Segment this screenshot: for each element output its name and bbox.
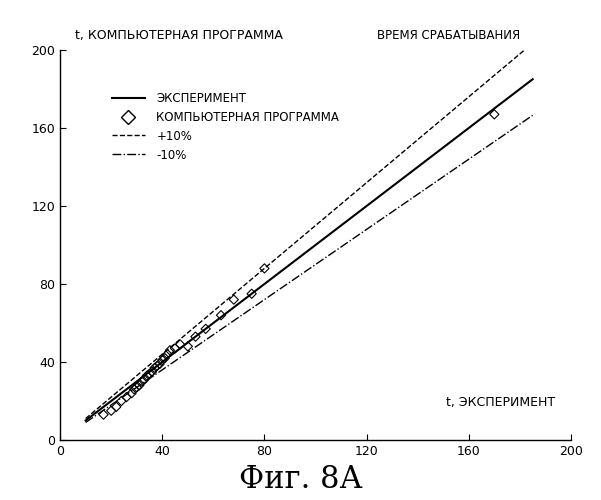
Point [132,384,142,392]
Point [201,325,210,333]
Point [160,354,169,362]
Point [145,370,154,378]
Text: ВРЕМЯ СРАБАТЫВАНИЯ: ВРЕМЯ СРАБАТЫВАНИЯ [377,29,520,42]
Point [112,403,121,411]
Point [191,332,200,340]
Point [99,410,108,418]
Point [247,290,257,298]
Point [117,397,126,405]
Text: t, КОМПЬЮТЕРНАЯ ПРОГРАММА: t, КОМПЬЮТЕРНАЯ ПРОГРАММА [76,29,283,42]
Point [216,311,226,319]
Point [139,376,149,384]
Point [162,350,172,358]
Point [175,340,185,348]
Point [155,360,165,368]
Point [183,342,192,350]
Legend: ЭКСПЕРИМЕНТ, КОМПЬЮТЕРНАЯ ПРОГРАММА, +10%, -10%: ЭКСПЕРИМЕНТ, КОМПЬЮТЕРНАЯ ПРОГРАММА, +10… [107,87,344,166]
Point [137,378,147,386]
Point [127,389,136,397]
Point [147,368,157,376]
Point [121,393,131,401]
Point [142,372,151,380]
Point [260,264,269,272]
Point [157,356,167,364]
Point [229,296,239,304]
Text: t, ЭКСПЕРИМЕНТ: t, ЭКСПЕРИМЕНТ [447,396,555,409]
Point [150,364,159,372]
Point [165,346,175,354]
Point [170,344,180,352]
Point [489,110,499,118]
Point [106,407,116,415]
Point [135,382,144,390]
Point [153,362,162,370]
Point [129,386,139,394]
Text: Фиг. 8А: Фиг. 8А [239,464,362,495]
